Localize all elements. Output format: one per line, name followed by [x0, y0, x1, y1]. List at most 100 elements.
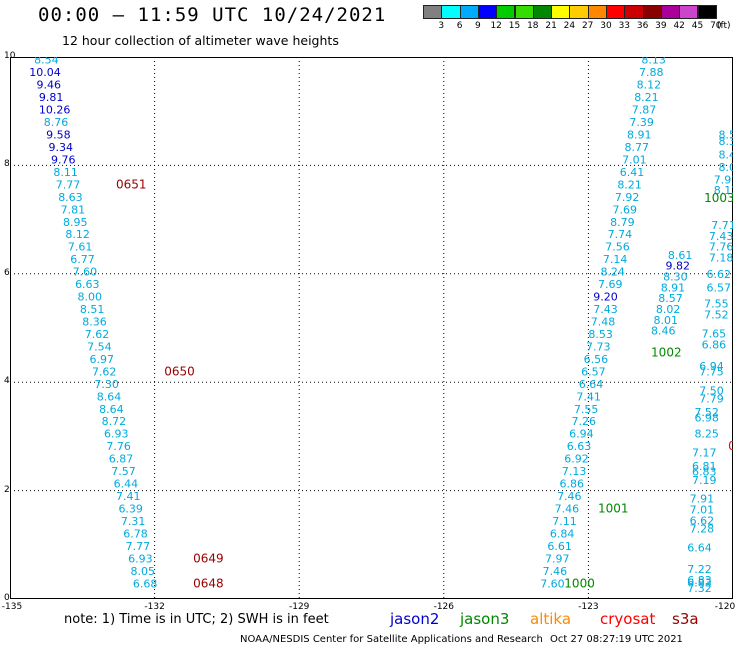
- wave-height-label: 6.39: [118, 502, 143, 515]
- legend-label: 42: [673, 21, 685, 31]
- wave-height-label: 8.12: [637, 79, 662, 92]
- wave-height-label: 8.64: [97, 390, 122, 403]
- wave-height-label: 6.41: [620, 166, 645, 179]
- wave-height-label: 6.78: [123, 527, 147, 540]
- wave-height-label: 7.13: [562, 465, 587, 478]
- pass-time-label: 0649: [193, 551, 224, 565]
- legend-label: 45: [691, 21, 704, 31]
- y-tick-label: 0: [4, 593, 10, 603]
- wave-height-label: 8.64: [99, 403, 124, 416]
- y-tick-label: 2: [4, 484, 10, 495]
- wave-height-label: 6.92: [564, 453, 589, 466]
- wave-height-label: 7.41: [576, 390, 601, 403]
- wave-height-label: 6.57: [706, 281, 731, 294]
- legend-swatch: [514, 5, 534, 19]
- wave-height-label: 7.79: [699, 392, 724, 405]
- wave-height-label: 8.52: [719, 129, 733, 142]
- wave-height-label: 6.93: [104, 428, 128, 441]
- wave-height-label: 7.57: [111, 465, 136, 478]
- wave-height-label: 7.77: [126, 540, 150, 553]
- wave-height-label: 7.60: [73, 266, 98, 279]
- wave-height-label: 7.01: [690, 504, 715, 517]
- wave-height-label: 7.61: [68, 241, 93, 254]
- wave-height-label: 8.36: [719, 135, 733, 148]
- wave-height-label: 6.57: [581, 365, 606, 378]
- wave-height-label: 7.91: [714, 173, 733, 186]
- legend-label: 27: [581, 21, 594, 31]
- wave-height-label: 7.55: [704, 298, 729, 311]
- wave-height-label: 9.34: [49, 141, 73, 154]
- wave-height-label: 8.24: [600, 266, 625, 279]
- wave-height-label: 6.97: [90, 353, 115, 366]
- wave-height-label: 7.88: [639, 66, 664, 79]
- wave-height-label: 8.61: [668, 249, 693, 262]
- wave-height-label: 7.46: [543, 565, 568, 578]
- wave-height-label: 9.81: [39, 91, 64, 104]
- wave-height-label: 8.00: [77, 291, 102, 304]
- wave-height-label: 7.43: [593, 303, 618, 316]
- wave-height-label: 8.95: [63, 216, 88, 229]
- wave-height-label: 6.63: [75, 278, 100, 291]
- legend-swatch: [423, 5, 443, 19]
- wave-height-label: 7.73: [586, 340, 611, 353]
- wave-height-label: 7.76: [709, 241, 733, 254]
- wave-height-label: 6.84: [550, 527, 575, 540]
- legend-swatch: [441, 5, 461, 19]
- wave-height-label: 7.81: [61, 203, 86, 216]
- wave-height-label: 6.83: [687, 577, 712, 590]
- wave-height-label: 7.30: [94, 378, 119, 391]
- wave-height-label: 8.13: [641, 57, 666, 67]
- wave-height-label: 8.30: [663, 271, 688, 284]
- wave-height-label: 7.74: [608, 228, 633, 241]
- wave-height-label: 7.97: [545, 552, 570, 565]
- wave-height-label: 7.62: [85, 328, 110, 341]
- wave-height-label: 9.58: [46, 129, 71, 142]
- wave-height-label: 8.46: [651, 325, 676, 338]
- wave-height-label: 7.22: [687, 563, 712, 576]
- wave-height-label: 7.69: [613, 203, 638, 216]
- legend-label: 15: [508, 21, 521, 31]
- satellite-label: jason2: [390, 610, 440, 628]
- wave-height-label: 7.52: [704, 308, 729, 321]
- satellite-label: cryosat: [600, 610, 656, 628]
- legend-swatch: [459, 5, 479, 19]
- y-tick-label: 8: [4, 159, 10, 170]
- legend-swatch: [587, 5, 607, 19]
- legend-swatch: [551, 5, 571, 19]
- legend-swatch: [624, 5, 644, 19]
- legend-label: 24: [563, 21, 576, 31]
- wave-height-label: 7.54: [87, 340, 112, 353]
- legend-label: 18: [527, 21, 539, 31]
- wave-height-label: 7.32: [687, 582, 712, 595]
- wave-height-label: 6.68: [133, 577, 158, 590]
- satellite-label: altika: [530, 610, 572, 628]
- wave-height-label: 6.94: [699, 360, 724, 373]
- wave-height-label: 8.76: [44, 116, 69, 129]
- wave-height-label: 8.48: [719, 149, 733, 162]
- y-tick-label: 10: [4, 51, 16, 61]
- wave-height-label: 9.46: [37, 79, 62, 92]
- wave-height-label: 6.98: [694, 411, 719, 424]
- wave-height-label: 8.01: [653, 314, 678, 327]
- wave-height-label: 8.53: [588, 328, 613, 341]
- wave-height-label: 8.25: [694, 428, 719, 441]
- legend-label: 9: [475, 21, 481, 31]
- credit-line: NOAA/NESDIS Center for Satellite Applica…: [240, 634, 543, 645]
- legend-label: 12: [490, 21, 502, 31]
- wave-height-label: 9.82: [666, 260, 691, 273]
- wave-height-label: 8.51: [80, 303, 105, 316]
- legend-swatch: [477, 5, 498, 19]
- legend-unit: (ft): [717, 21, 731, 31]
- wave-height-label: 7.11: [552, 515, 577, 528]
- pass-time-label: 0651: [116, 177, 147, 191]
- wave-height-label: 6.44: [114, 478, 139, 491]
- wave-height-label: 7.46: [555, 502, 580, 515]
- wave-height-label: 7.52: [694, 406, 719, 419]
- legend-swatch: [606, 5, 626, 19]
- wave-height-label: 6.62: [706, 268, 731, 281]
- wave-height-label: 6.64: [687, 542, 712, 555]
- wave-height-label: 6.62: [690, 514, 715, 527]
- page-title: 00:00 – 11:59 UTC 10/24/2021: [38, 4, 387, 26]
- wave-height-label: 7.91: [690, 493, 715, 506]
- wave-height-label: 7.71: [711, 219, 733, 232]
